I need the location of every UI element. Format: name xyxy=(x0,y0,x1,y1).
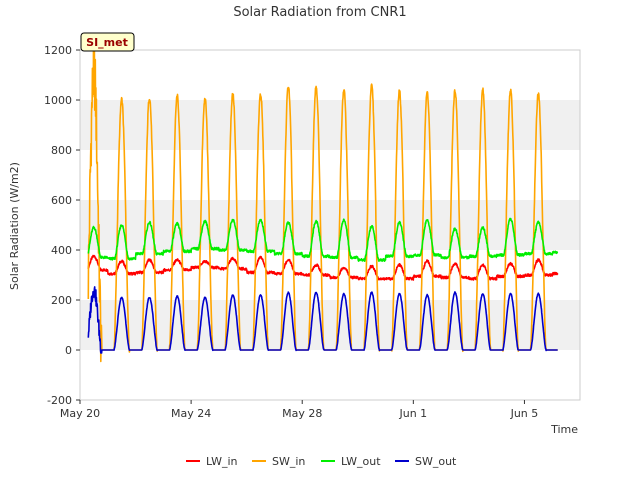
y-tick-label: 200 xyxy=(51,294,72,307)
y-axis-label: Solar Radiation (W/m2) xyxy=(8,162,21,290)
y-tick-label: 400 xyxy=(51,244,72,257)
series-line-sw-out xyxy=(87,286,559,354)
legend-label: LW_out xyxy=(341,455,381,468)
legend-label: LW_in xyxy=(206,455,238,468)
y-tick-label: -200 xyxy=(47,394,72,407)
y-tick-label: 600 xyxy=(51,194,72,207)
x-tick-label: May 28 xyxy=(282,407,322,420)
grid-band xyxy=(80,100,580,150)
legend-label: SW_out xyxy=(415,455,457,468)
y-tick-label: 0 xyxy=(65,344,72,357)
grid-band xyxy=(80,200,580,250)
grid-band xyxy=(80,300,580,350)
y-tick-label: 800 xyxy=(51,144,72,157)
grid-bands xyxy=(80,100,580,350)
x-tick-label: May 20 xyxy=(60,407,100,420)
y-tick-label: 1000 xyxy=(44,94,72,107)
axes: -200 0 200 400 600 800 1000 1200 May 20 May 24 May… xyxy=(44,44,581,420)
station-label: SI_met xyxy=(86,36,128,49)
x-axis-label: Time xyxy=(550,423,578,436)
legend-label: SW_in xyxy=(272,455,305,468)
series-line-lw-out xyxy=(87,217,559,263)
x-tick-label: Jun 1 xyxy=(398,407,427,420)
x-tick-label: Jun 5 xyxy=(510,407,539,420)
x-tick-label: May 24 xyxy=(171,407,211,420)
y-tick-label: 1200 xyxy=(44,44,72,57)
chart-title: Solar Radiation from CNR1 xyxy=(233,5,406,20)
plot-frame xyxy=(79,49,581,401)
legend: LW_in SW_in LW_out SW_out xyxy=(186,455,457,468)
series-lines xyxy=(87,38,559,363)
station-badge: SI_met xyxy=(80,32,135,52)
series-line-lw-in xyxy=(87,254,559,281)
